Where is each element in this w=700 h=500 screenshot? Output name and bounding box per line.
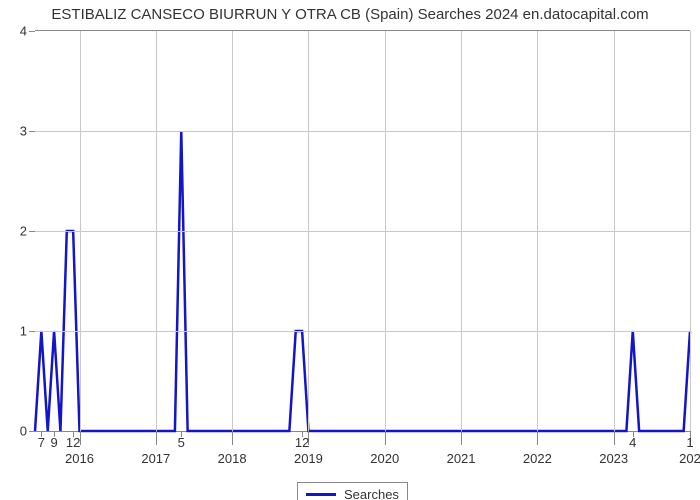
x-gridline	[156, 31, 157, 431]
x-gridline	[614, 31, 615, 431]
x-tick-label-minor: 1	[686, 431, 693, 450]
plot-area: 0123420162017201820192020202120222023202…	[35, 30, 690, 432]
y-gridline	[35, 231, 690, 232]
x-gridline	[690, 31, 691, 431]
x-tick-label-major: 2020	[370, 431, 399, 466]
y-tick-mark	[29, 131, 35, 132]
x-tick-label-major: 2022	[523, 431, 552, 466]
x-tick-label-major: 2021	[447, 431, 476, 466]
legend-label: Searches	[344, 487, 399, 500]
x-tick-label-major: 2023	[599, 431, 628, 466]
chart-title: ESTIBALIZ CANSECO BIURRUN Y OTRA CB (Spa…	[0, 6, 700, 23]
x-tick-label-minor: 12	[66, 431, 80, 450]
x-gridline	[461, 31, 462, 431]
x-gridline	[80, 31, 81, 431]
x-gridline	[385, 31, 386, 431]
chart-container: ESTIBALIZ CANSECO BIURRUN Y OTRA CB (Spa…	[0, 0, 700, 500]
x-tick-label-minor: 5	[178, 431, 185, 450]
y-gridline	[35, 131, 690, 132]
legend-swatch	[306, 493, 336, 496]
x-tick-label-minor: 12	[295, 431, 309, 450]
y-tick-mark	[29, 431, 35, 432]
y-tick-mark	[29, 31, 35, 32]
x-tick-label-major: 2018	[218, 431, 247, 466]
x-gridline	[232, 31, 233, 431]
x-tick-label-minor: 4	[629, 431, 636, 450]
x-tick-label-major: 2017	[141, 431, 170, 466]
x-gridline	[537, 31, 538, 431]
y-tick-mark	[29, 231, 35, 232]
legend: Searches	[297, 482, 408, 500]
x-tick-label-minor: 7	[38, 431, 45, 450]
y-gridline	[35, 331, 690, 332]
y-tick-mark	[29, 331, 35, 332]
x-tick-label-minor: 9	[50, 431, 57, 450]
x-gridline	[308, 31, 309, 431]
series-polyline	[35, 131, 690, 431]
